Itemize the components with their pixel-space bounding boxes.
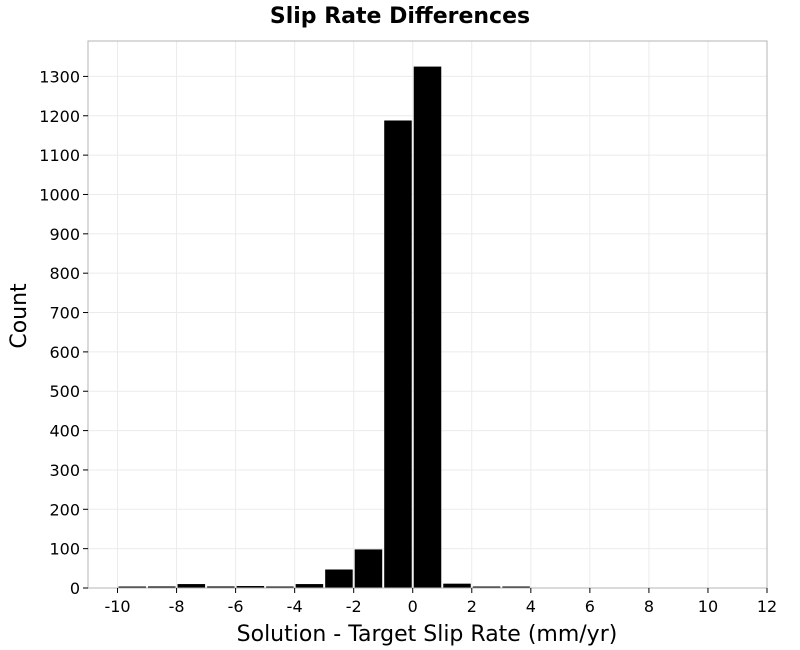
- y-tick-label: 1000: [39, 185, 80, 204]
- bar-layer: [118, 66, 530, 588]
- x-tick-label: 8: [644, 597, 654, 616]
- x-axis-label: Solution - Target Slip Rate (mm/yr): [237, 622, 618, 647]
- y-tick-label: 500: [49, 382, 80, 401]
- y-tick-label: 700: [49, 304, 80, 323]
- y-tick-label: 100: [49, 540, 80, 559]
- y-tick-label: 1100: [39, 146, 80, 165]
- y-tick-label: 200: [49, 500, 80, 519]
- y-tick-label: 0: [70, 579, 80, 598]
- histogram-bar: [295, 584, 324, 588]
- y-tick-label: 300: [49, 461, 80, 480]
- x-tick-label: -8: [169, 597, 185, 616]
- y-tick-label: 600: [49, 343, 80, 362]
- x-tick-label: 10: [698, 597, 718, 616]
- x-tick-label: 6: [585, 597, 595, 616]
- histogram-bar: [413, 66, 442, 588]
- chart-title: Slip Rate Differences: [270, 4, 530, 29]
- y-tick-label: 900: [49, 225, 80, 244]
- histogram-bar: [118, 586, 147, 588]
- tick-layer: -10 -8 -6 -4 -2 0 2 4 6 8 10 12 0 100 200 300 400 500 600 7…: [39, 67, 777, 616]
- y-tick-label: 800: [49, 264, 80, 283]
- histogram-bar: [236, 586, 265, 588]
- histogram-bar: [325, 569, 353, 588]
- x-tick-label: -6: [228, 597, 244, 616]
- histogram-bar: [266, 586, 294, 588]
- x-tick-label: -4: [287, 597, 303, 616]
- y-axis-label: Count: [7, 283, 32, 349]
- histogram-bar: [502, 586, 530, 588]
- x-tick-label: -2: [346, 597, 362, 616]
- x-tick-label: 0: [408, 597, 418, 616]
- histogram-bar: [472, 586, 501, 588]
- y-tick-label: 1200: [39, 107, 80, 126]
- histogram-bar: [443, 583, 471, 588]
- histogram-bar: [177, 584, 206, 588]
- histogram-bar: [207, 586, 235, 588]
- x-tick-label: 2: [467, 597, 477, 616]
- histogram-bar: [148, 586, 176, 588]
- y-tick-label: 1300: [39, 67, 80, 86]
- plot-frame: [87, 40, 768, 589]
- histogram-bar: [384, 120, 412, 588]
- x-tick-label: 4: [526, 597, 536, 616]
- histogram-bar: [354, 549, 383, 588]
- y-tick-label: 400: [49, 422, 80, 441]
- x-tick-label: -10: [104, 597, 130, 616]
- x-tick-label: 12: [757, 597, 777, 616]
